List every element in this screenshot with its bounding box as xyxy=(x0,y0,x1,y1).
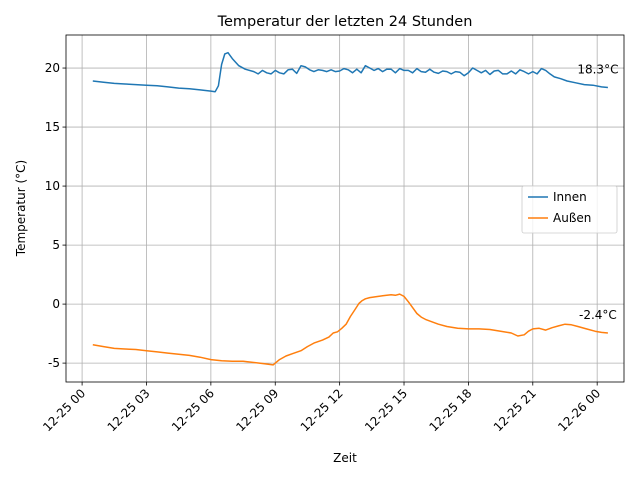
y-tick-label: -5 xyxy=(48,356,60,370)
x-tick-label: 12-25 21 xyxy=(491,386,539,434)
x-tick-label: 12-25 12 xyxy=(298,386,346,434)
end-value-label: 18.3°C xyxy=(577,63,618,77)
y-tick-label: 10 xyxy=(45,179,60,193)
annotations: 18.3°C -2.4°C xyxy=(577,63,618,322)
x-tick-label: 12-25 06 xyxy=(169,386,217,434)
x-tick-label: 12-26 00 xyxy=(555,386,603,434)
y-tick-label: 20 xyxy=(45,61,60,75)
x-tick-label: 12-25 15 xyxy=(362,386,410,434)
series-line-aussen xyxy=(92,293,608,366)
series-layer xyxy=(92,51,608,366)
y-axis-label: Temperatur (°C) xyxy=(14,160,28,257)
x-axis-label: Zeit xyxy=(333,451,357,465)
y-tick-label: 5 xyxy=(52,238,60,252)
plot-frame xyxy=(65,34,625,383)
x-tick-label: 12-25 00 xyxy=(40,386,88,434)
series-line-innen xyxy=(92,51,608,93)
legend: Innen Außen xyxy=(521,185,618,234)
x-tick-label: 12-25 18 xyxy=(426,386,474,434)
y-tick-label: 0 xyxy=(52,297,60,311)
legend-label-innen: Innen xyxy=(553,190,587,204)
y-tick-label: 15 xyxy=(45,120,60,134)
chart-title: Temperatur der letzten 24 Stunden xyxy=(217,14,473,30)
x-tick-label: 12-25 03 xyxy=(105,386,153,434)
legend-label-aussen: Außen xyxy=(553,211,591,225)
x-tick-label: 12-25 09 xyxy=(233,386,281,434)
end-value-label: -2.4°C xyxy=(579,308,617,322)
ticks: 12-25 00 12-25 03 12-25 06 12-25 09 12-25 12… xyxy=(40,61,603,434)
